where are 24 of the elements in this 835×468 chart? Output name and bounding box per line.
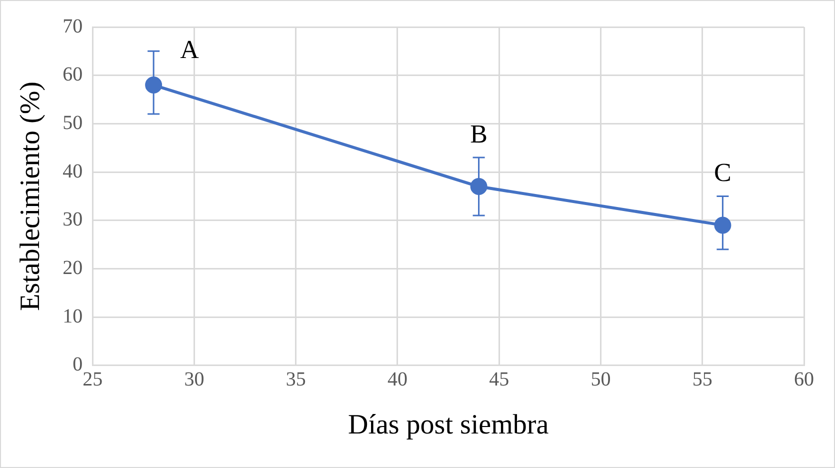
annotation: B <box>470 119 488 148</box>
x-tick-label: 30 <box>184 368 204 391</box>
y-tick-label: 60 <box>62 64 83 86</box>
x-tick-label: 55 <box>692 368 712 391</box>
x-axis-title: Días post siembra <box>348 410 550 441</box>
y-tick-label: 20 <box>62 256 83 279</box>
x-tick-label: 50 <box>590 368 611 391</box>
x-tick-label: 25 <box>82 368 103 391</box>
y-tick-label: 50 <box>62 112 83 134</box>
point <box>145 76 162 94</box>
y-tick-label: 30 <box>62 208 83 231</box>
y-tick-label: 10 <box>62 305 83 328</box>
point <box>470 178 488 196</box>
x-tick-label: 60 <box>794 368 814 391</box>
y-tick-label: 40 <box>62 160 83 182</box>
x-tick-label: 40 <box>387 368 408 391</box>
x-tick-label: 45 <box>489 368 510 391</box>
point <box>714 216 732 234</box>
y-tick-label: 70 <box>62 15 83 38</box>
annotation: A <box>180 35 200 64</box>
y-axis-title: Establecimiento (%) <box>15 82 46 311</box>
y-tick-label: 0 <box>72 354 83 376</box>
x-tick-label: 35 <box>286 368 306 391</box>
annotation: C <box>714 158 732 188</box>
